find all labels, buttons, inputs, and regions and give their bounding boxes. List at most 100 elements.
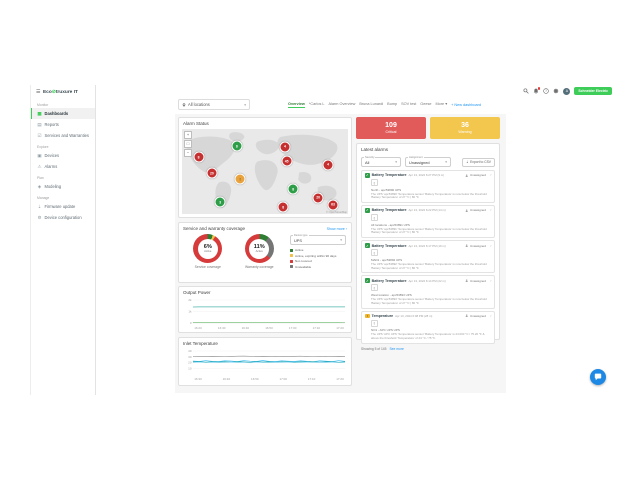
map-zoom-in-button[interactable]: + bbox=[184, 131, 192, 139]
legend-item: Unavailable bbox=[290, 265, 346, 269]
map-alarm-marker[interactable]: ! bbox=[234, 173, 246, 185]
user-avatar[interactable]: A bbox=[563, 87, 571, 95]
world-map[interactable]: + □ − 8 4 45 8 20 ! 3 8 8 bbox=[182, 129, 348, 214]
sidebar-item-icon: ⚠ bbox=[37, 163, 42, 169]
see-more-link[interactable]: See more bbox=[389, 346, 404, 351]
schneider-electric-logo: Schneider Electric bbox=[574, 87, 612, 96]
sidebar-item[interactable]: ▣ Devices bbox=[31, 150, 95, 161]
map-alarm-marker[interactable]: 8 bbox=[277, 201, 289, 213]
device-type-chip-icon: ▯ bbox=[371, 179, 378, 187]
alarm-device: All locations - apc53891 UPS bbox=[371, 222, 410, 227]
svg-text:17:20: 17:20 bbox=[336, 326, 344, 330]
svg-text:16:20: 16:20 bbox=[194, 326, 202, 330]
svg-text:16:40: 16:40 bbox=[223, 377, 231, 381]
device-type-select[interactable]: Device type UPS ▾ bbox=[290, 233, 346, 245]
alarm-device: MAD1 - apc53892 UPS bbox=[371, 257, 403, 262]
sidebar-item[interactable]: ▤ Reports bbox=[31, 119, 95, 130]
alarm-list-item[interactable]: ✓ Battery Temperature Apr 13, 2024 6:14 … bbox=[361, 275, 495, 309]
help-icon[interactable]: ? bbox=[543, 88, 550, 94]
map-zoom-out-button[interactable]: − bbox=[184, 149, 192, 157]
map-alarm-marker[interactable]: 8 bbox=[287, 183, 299, 195]
sidebar-item[interactable]: ◈ Modeling bbox=[31, 181, 95, 192]
settings-gear-icon[interactable] bbox=[553, 88, 559, 94]
sidebar-item[interactable]: ⚙ Device configuration bbox=[31, 212, 95, 223]
sidebar-item[interactable]: ▦ Dashboards bbox=[31, 108, 95, 119]
assignment-filter-select[interactable]: Assignment Unassigned ▾ bbox=[405, 155, 451, 167]
map-alarm-marker[interactable]: 63 bbox=[327, 199, 339, 211]
dashboard-tab[interactable]: Overview bbox=[288, 102, 305, 108]
severity-filter-select[interactable]: Severity All ▾ bbox=[361, 155, 401, 167]
expand-chevron-icon[interactable]: › bbox=[488, 174, 493, 176]
sidebar-item-label: Alarms bbox=[44, 164, 58, 169]
map-alarm-marker[interactable]: 4 bbox=[322, 159, 334, 171]
dashboard-tab[interactable]: Alarm Overview bbox=[328, 101, 356, 106]
nav-section-label: Monitor bbox=[37, 103, 49, 107]
legend-swatch bbox=[290, 248, 293, 252]
map-alarm-marker[interactable]: 20 bbox=[312, 192, 324, 204]
help-chat-fab[interactable] bbox=[590, 369, 606, 385]
severity-filter-value: All bbox=[365, 159, 370, 165]
dashboard-tab[interactable]: *Carlos L bbox=[308, 101, 325, 106]
export-csv-button[interactable]: ⇣ Export to CSV bbox=[461, 157, 495, 167]
sidebar-item[interactable]: ☑ Services and Warranties bbox=[31, 130, 95, 141]
hamburger-menu-icon[interactable]: ☰ bbox=[36, 89, 41, 95]
map-alarm-marker[interactable]: 20 bbox=[206, 167, 218, 179]
alarm-description: The UPS 'APC UPS' Temperature sensor 'Ba… bbox=[371, 332, 485, 340]
expand-chevron-icon[interactable]: › bbox=[488, 209, 493, 211]
search-icon[interactable] bbox=[523, 88, 530, 94]
chevron-down-icon: ▾ bbox=[244, 102, 246, 107]
sidebar: ☰ Eco⊘truxure IT Monitor ▦ Dashboards ▤ bbox=[30, 85, 96, 395]
download-icon: ⇣ bbox=[465, 160, 469, 164]
sidebar-item[interactable]: ⇣ Firmware update bbox=[31, 201, 95, 212]
alarm-assignment-chip[interactable]: Unassigned bbox=[465, 208, 486, 212]
legend-swatch bbox=[290, 259, 293, 263]
service-coverage-sublabel: Active bbox=[204, 250, 212, 253]
sidebar-nav: Monitor ▦ Dashboards ▤ Reports bbox=[31, 99, 95, 223]
expand-chevron-icon[interactable]: › bbox=[488, 244, 493, 247]
sidebar-item[interactable]: ⚠ Alarms bbox=[31, 161, 95, 172]
dashboard-tab[interactable]: Bruna Lunardi bbox=[359, 101, 384, 106]
alarm-timestamp: Apr 13, 2024 6:27 PM (9 m) bbox=[408, 173, 445, 178]
new-dashboard-button[interactable]: + New dashboard bbox=[451, 102, 481, 107]
location-pin-icon bbox=[182, 102, 186, 107]
alarm-list-item[interactable]: ✓ Battery Temperature Apr 13, 2024 6:22 … bbox=[361, 205, 495, 239]
device-type-chip-icon: ▯ bbox=[371, 214, 378, 222]
header-actions: ? A Schneider Electric bbox=[523, 87, 612, 96]
alarm-assignment-chip[interactable]: Unassigned bbox=[465, 314, 486, 318]
dashboard-tab[interactable]: More ▾ bbox=[435, 102, 448, 106]
svg-text:16:50: 16:50 bbox=[265, 326, 273, 330]
alarm-assignment-chip[interactable]: Unassigned bbox=[465, 244, 486, 248]
chevron-down-icon: ▾ bbox=[445, 160, 447, 164]
legend-label: Not covered bbox=[295, 259, 312, 263]
expand-chevron-icon[interactable]: › bbox=[488, 315, 493, 317]
warning-alarms-card[interactable]: 36 Warning bbox=[430, 117, 500, 139]
warranty-coverage-value: 11% bbox=[253, 244, 265, 250]
device-type-chip-icon: ▯ bbox=[371, 284, 378, 292]
alarm-list-item[interactable]: ✓ Battery Temperature Apr 13, 2024 6:17 … bbox=[361, 240, 495, 274]
nav-section-label: Plan bbox=[37, 176, 44, 180]
sidebar-item-label: Services and Warranties bbox=[44, 133, 89, 138]
coverage-show-more-link[interactable]: Show more › bbox=[326, 226, 347, 231]
critical-alarms-card[interactable]: 109 Critical bbox=[356, 117, 426, 139]
map-alarm-marker[interactable]: 4 bbox=[279, 141, 291, 153]
alarm-timestamp: Apr 13, 2024 6:22 PM (14 m) bbox=[408, 208, 446, 213]
alarm-assignment-chip[interactable]: Unassigned bbox=[465, 173, 486, 177]
map-alarm-marker[interactable]: 3 bbox=[214, 196, 226, 208]
expand-chevron-icon[interactable]: › bbox=[488, 280, 493, 282]
alarm-description: The UPS 'apc53892' Temperature sensor 'B… bbox=[371, 261, 487, 270]
map-alarm-marker[interactable]: 8 bbox=[231, 140, 243, 152]
map-alarm-marker[interactable]: 45 bbox=[281, 155, 293, 167]
alarm-assignment-chip[interactable]: Unassigned bbox=[465, 279, 486, 283]
map-alarm-marker[interactable]: 8 bbox=[193, 151, 205, 163]
svg-text:30: 30 bbox=[188, 355, 192, 359]
alarm-list-item[interactable]: ! Temperature Apr 13, 2024 6:08 PM (28 m… bbox=[361, 310, 495, 344]
map-layers-button[interactable]: □ bbox=[184, 140, 192, 148]
svg-text:16:30: 16:30 bbox=[218, 326, 226, 330]
logo-swirl-icon: ⊘ bbox=[51, 89, 56, 95]
notifications-bell-icon[interactable] bbox=[533, 87, 541, 94]
dashboard-tab[interactable]: Bump bbox=[387, 101, 398, 106]
location-selector[interactable]: All locations ▾ bbox=[178, 99, 250, 110]
dashboard-tab[interactable]: Geese bbox=[420, 101, 432, 106]
alarm-list-item[interactable]: ✓ Battery Temperature Apr 13, 2024 6:27 … bbox=[361, 170, 495, 204]
dashboard-tab[interactable]: SOV test bbox=[401, 101, 417, 106]
